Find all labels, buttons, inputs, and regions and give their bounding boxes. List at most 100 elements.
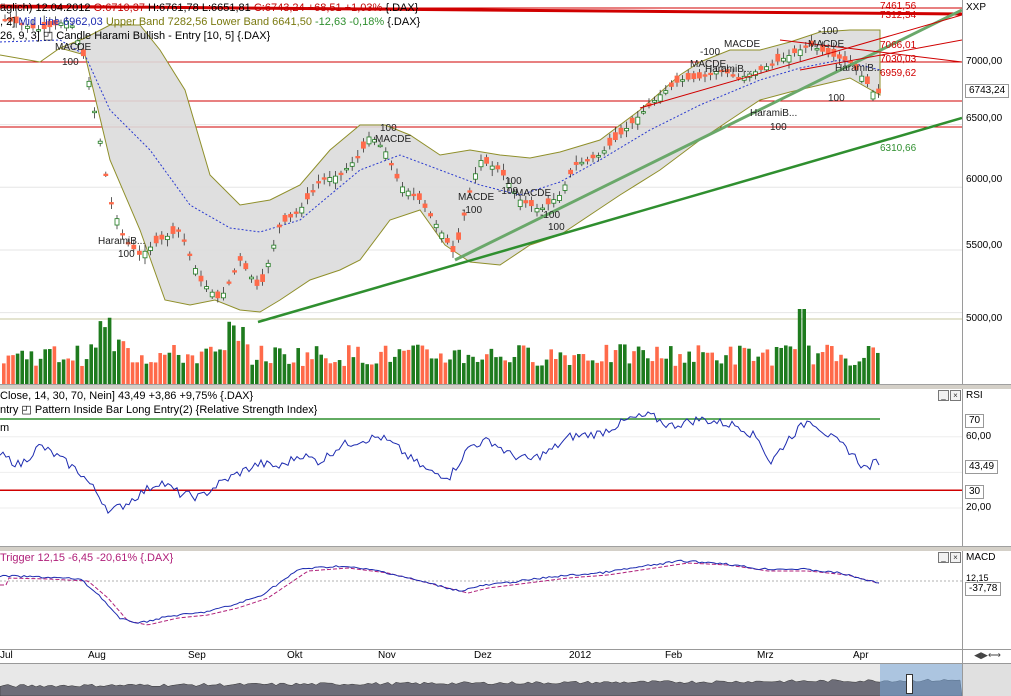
volume-bar: [314, 346, 319, 384]
candle: [394, 173, 400, 179]
candle: [450, 246, 456, 253]
candle: [478, 160, 484, 168]
pattern-annotation: MACDE: [808, 39, 844, 50]
candle: [332, 175, 338, 184]
macd-current-badge: -37,78: [965, 582, 1002, 596]
volume-bar: [80, 365, 84, 384]
candle: [388, 162, 394, 166]
volume-bar: [195, 363, 199, 384]
candle: [859, 75, 865, 82]
volume-bar: [765, 349, 770, 384]
trendline-red-2: [779, 39, 962, 63]
volume-bar: [144, 363, 149, 384]
volume-bar: [742, 347, 747, 384]
candle: [590, 154, 596, 159]
candle: [495, 165, 501, 170]
candle: [691, 73, 697, 80]
candle: [53, 20, 58, 26]
volume-bar: [618, 344, 622, 384]
candle: [13, 16, 19, 24]
candle: [142, 250, 148, 259]
candle: [226, 281, 232, 284]
candle: [103, 173, 109, 177]
volume-bar: [567, 364, 572, 384]
volume-bar: [710, 352, 714, 384]
volume-bar: [843, 358, 848, 384]
level-label: 7461,56: [880, 1, 917, 12]
candle: [775, 53, 781, 62]
candle: [596, 155, 601, 158]
candle: [220, 292, 226, 299]
volume-bar: [793, 349, 797, 384]
volume-bar: [834, 361, 839, 384]
volume-bar: [301, 365, 305, 384]
header-close: C:6743,24 +68,51 +1,03%: [253, 2, 383, 14]
candle: [360, 141, 366, 149]
rsi-pattern-label: Pattern Inside Bar Long Entry(2) {Relati…: [34, 404, 318, 416]
candle: [282, 215, 288, 222]
y-tick: 5000,00: [966, 313, 1003, 324]
minimize-button[interactable]: _: [938, 390, 949, 401]
pattern-annotation: 100: [548, 222, 565, 233]
volume-bar: [613, 350, 618, 384]
candle: [366, 136, 372, 145]
volume-bar: [535, 365, 540, 384]
candle: [837, 54, 842, 59]
close-button[interactable]: ×: [950, 552, 961, 563]
header2-prefix: , 2]: [0, 16, 16, 28]
candle: [109, 202, 114, 205]
candle: [797, 49, 803, 56]
candle: [736, 76, 741, 80]
candle: [702, 74, 708, 77]
navigator-handle[interactable]: [906, 674, 913, 694]
volume-bar: [439, 353, 443, 384]
pattern-annotation: -100: [498, 186, 518, 197]
volume-bar: [333, 362, 337, 384]
candle: [870, 91, 876, 100]
candle: [30, 23, 36, 29]
level-label: 7030,03: [880, 54, 917, 65]
volume-bar: [153, 362, 158, 384]
minimize-button[interactable]: _: [938, 552, 949, 563]
lower-band-label: Lower Band 6641,50: [210, 16, 312, 28]
volume-bar: [268, 363, 273, 384]
candle: [293, 211, 299, 214]
volume-bar: [11, 355, 15, 384]
volume-bar: [94, 347, 98, 384]
volume-bar: [830, 346, 834, 384]
candle: [730, 74, 736, 77]
candle: [181, 239, 187, 242]
volume-bar: [590, 360, 595, 384]
volume-bar: [420, 345, 425, 384]
volume-bar: [328, 363, 333, 384]
candle: [674, 75, 680, 83]
candle: [232, 270, 238, 273]
volume-bar: [172, 345, 176, 384]
price-axis-title: XXP: [966, 2, 987, 13]
candle: [276, 224, 282, 228]
candle: [405, 190, 411, 197]
candle: [41, 21, 47, 29]
candle: [86, 80, 92, 88]
header-symbol: {.DAX}: [385, 2, 419, 14]
volume-bar: [609, 362, 613, 384]
candle: [164, 235, 170, 241]
close-button[interactable]: ×: [950, 390, 961, 401]
macd-trigger-value: 12,15: [966, 573, 989, 583]
candle: [260, 274, 266, 282]
volume-bar: [181, 362, 185, 384]
volume-bar: [641, 350, 645, 384]
navigator-window: [880, 664, 962, 696]
candle: [557, 195, 562, 201]
volume-bar: [554, 359, 558, 384]
volume-bar: [540, 365, 544, 384]
volume-bar: [655, 346, 659, 384]
candle: [114, 218, 120, 226]
y-tick: 6500,00: [966, 113, 1003, 124]
pattern-annotation: 100: [62, 57, 79, 68]
navigator[interactable]: [0, 663, 962, 696]
volume-bar: [397, 349, 402, 384]
volume-bar: [825, 344, 829, 384]
volume-bar: [802, 309, 806, 384]
